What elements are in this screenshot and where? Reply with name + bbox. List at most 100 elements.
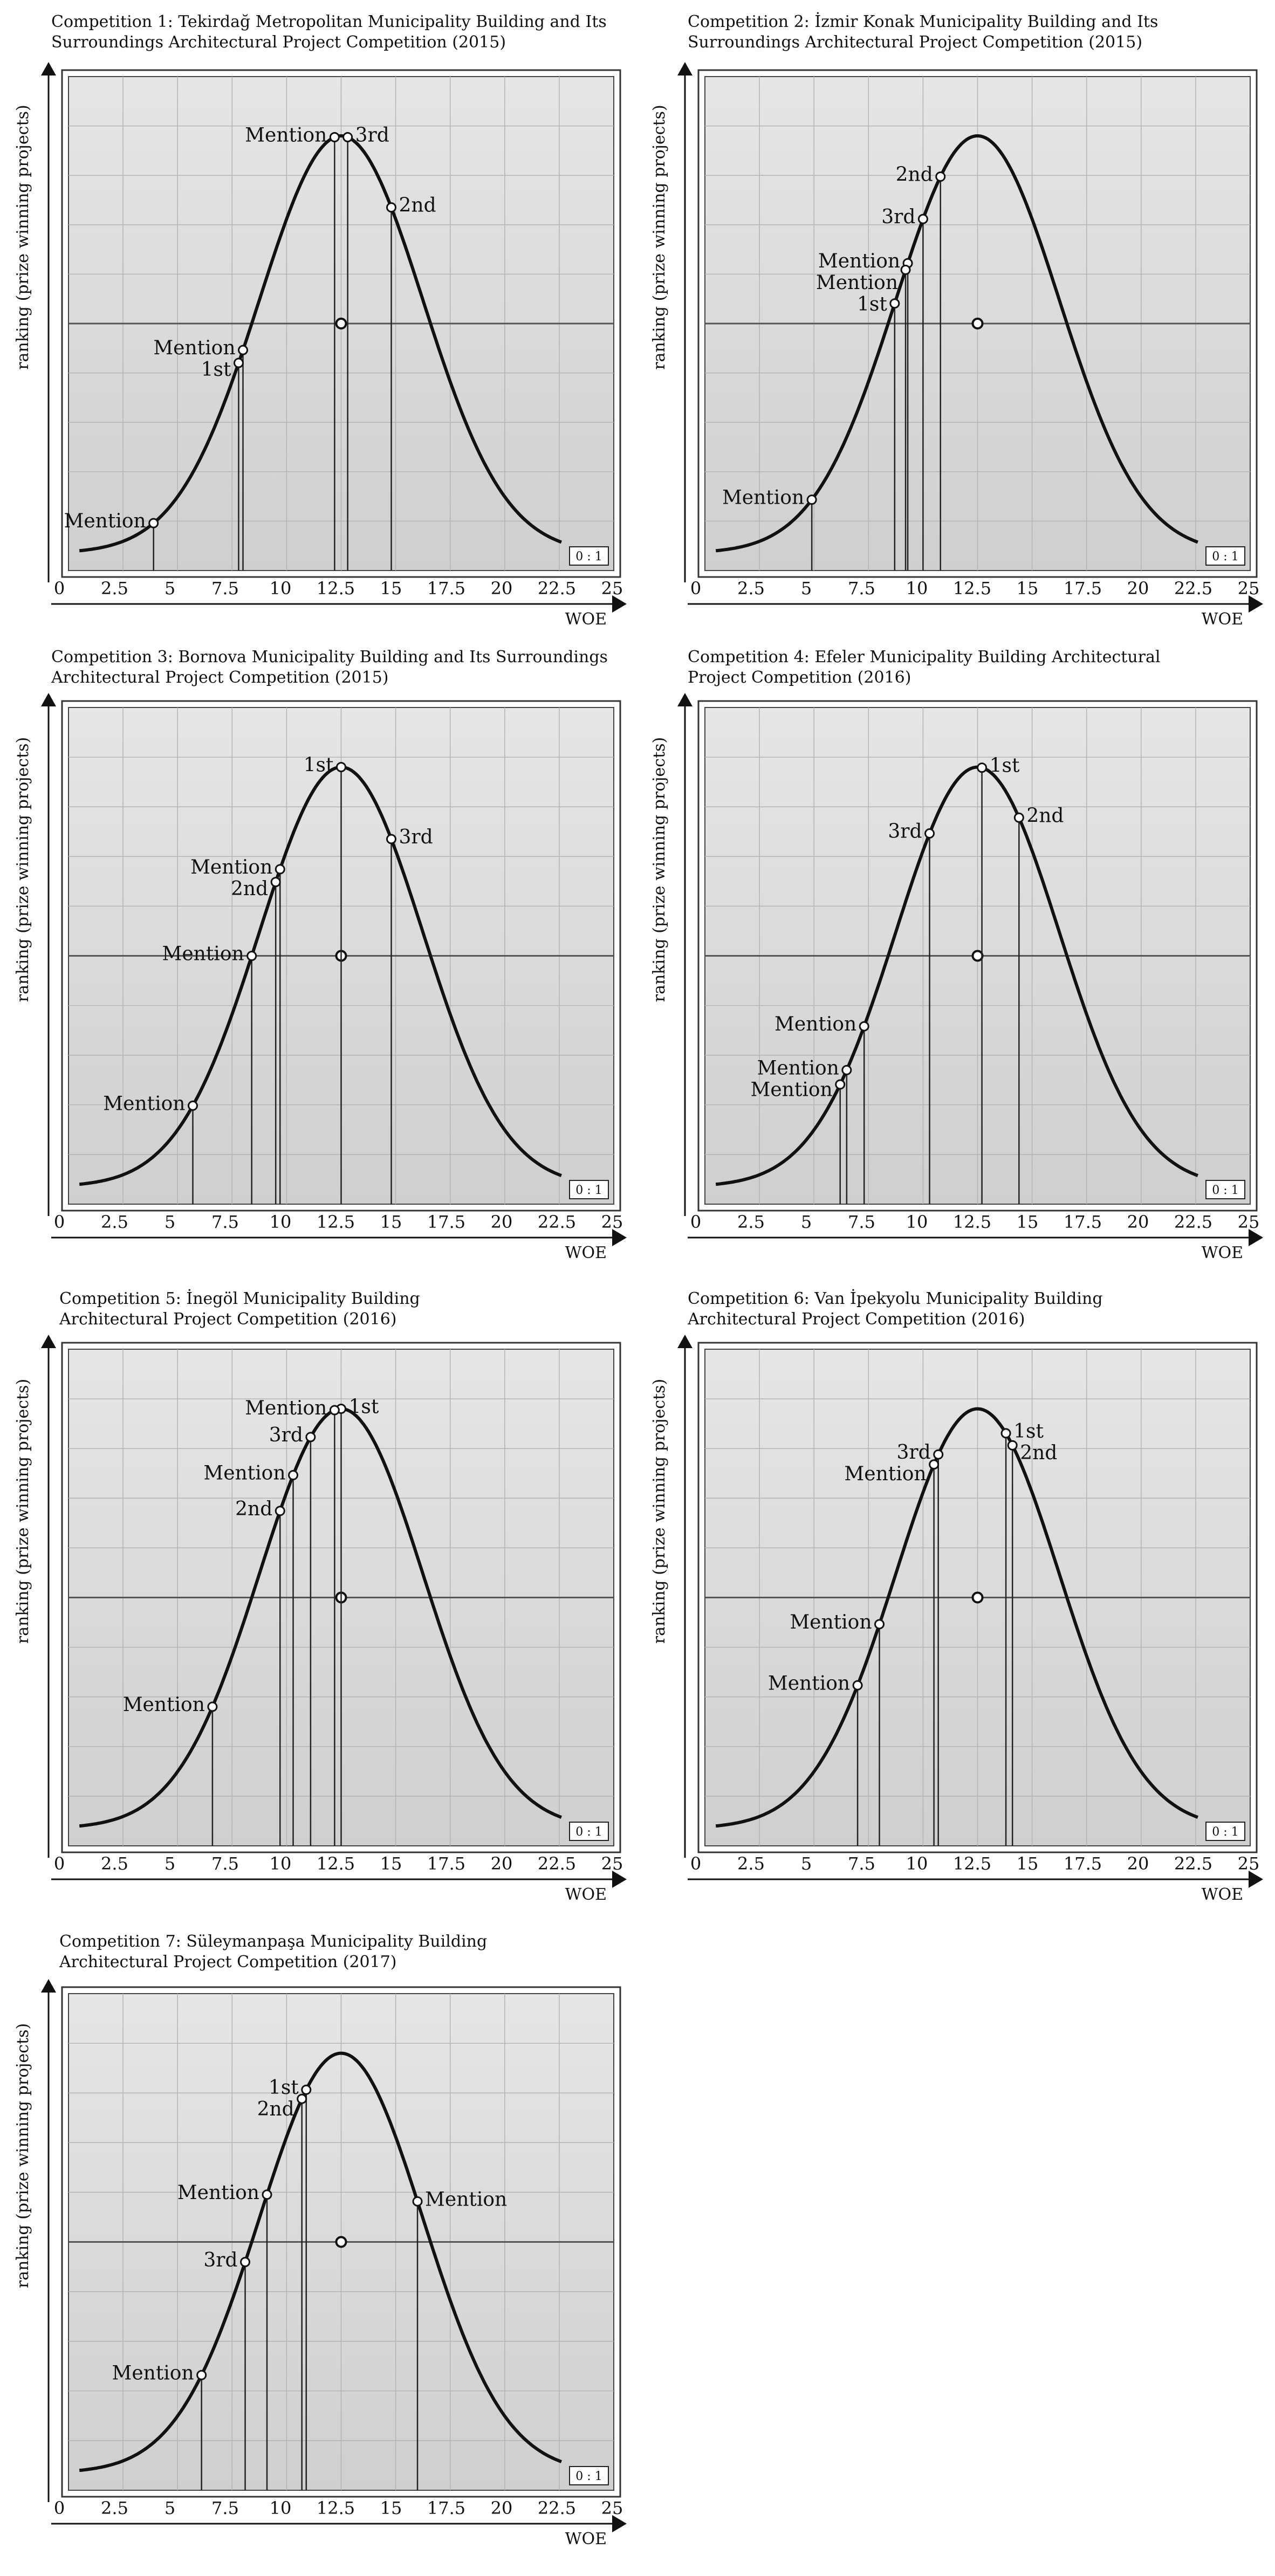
x-tick-label: 20 [1127, 578, 1149, 599]
normal-curve [715, 134, 1198, 553]
ratio-badge [1205, 546, 1245, 566]
x-tick-label: 25 [601, 1212, 623, 1232]
x-tick-label: 15 [1017, 1212, 1039, 1232]
x-tick-label: 0 [54, 578, 65, 599]
competition-4-panel: Competition 4: Efeler Municipality Build… [636, 642, 1267, 1278]
x-tick-label: 2.5 [101, 578, 128, 599]
data-point-marker [329, 132, 340, 142]
point-label: 2nd [896, 164, 933, 186]
point-label: 3rd [399, 826, 433, 848]
x-tick-label: 2.5 [737, 1212, 765, 1232]
point-label: 2nd [235, 1498, 272, 1520]
chart-title-line-1: Competition 6: Van İpekyolu Municipality… [688, 1289, 1103, 1308]
data-point-marker [329, 1405, 340, 1416]
x-tick-label: 10 [906, 578, 928, 599]
data-point-marker [275, 864, 285, 875]
point-label: Mention [774, 1013, 856, 1035]
data-point-marker [305, 1432, 316, 1442]
data-point-marker [806, 494, 817, 505]
competition-1-panel: Competition 1: Tekirdağ Metropolitan Mun… [0, 0, 631, 636]
data-point-marker [148, 518, 159, 528]
chart-title-line-1: Competition 5: İnegöl Municipality Build… [59, 1289, 420, 1308]
point-label: Mention [790, 1611, 872, 1633]
y-axis-label: ranking (prize winning projects) [650, 737, 669, 1002]
x-tick-label: 2.5 [101, 1212, 128, 1232]
x-tick-label: 17.5 [427, 1212, 465, 1232]
competition-7-panel: Competition 7: Süleymanpaşa Municipality… [0, 1925, 631, 2572]
x-tick-label: 7.5 [848, 1853, 875, 1874]
chart-title: Competition 6: Van İpekyolu Municipality… [688, 1289, 1275, 1330]
x-axis-label: WOE [1202, 610, 1243, 629]
x-tick-label: 5 [164, 2498, 175, 2518]
y-axis-label: ranking (prize winning projects) [13, 737, 32, 1002]
x-tick-label: 7.5 [211, 2498, 239, 2518]
x-tick-label: 17.5 [1064, 578, 1102, 599]
chart-title-line-2: Surroundings Architectural Project Compe… [51, 33, 506, 52]
point-label: Mention [190, 856, 272, 878]
x-tick-label: 25 [601, 578, 623, 599]
chart-title-line-2: Architectural Project Competition (2015) [51, 668, 389, 687]
x-tick-label: 25 [1238, 578, 1260, 599]
point-label: 1st [990, 755, 1020, 777]
point-label: 1st [349, 1396, 379, 1418]
x-tick-label: 0 [54, 2498, 65, 2518]
point-label: 2nd [257, 2098, 294, 2120]
data-point-marker [1000, 1428, 1011, 1439]
x-tick-label: 7.5 [848, 578, 875, 599]
x-tick-label: 22.5 [538, 1212, 576, 1232]
chart-title-line-1: Competition 2: İzmir Konak Municipality … [688, 12, 1159, 31]
ratio-badge-label: 0 : 1 [575, 550, 602, 564]
y-axis-label: ranking (prize winning projects) [650, 1379, 669, 1644]
centre-marker [971, 1591, 984, 1604]
ratio-badge [569, 546, 609, 566]
chart-title: Competition 4: Efeler Municipality Build… [688, 647, 1275, 688]
chart-title-line-1: Competition 3: Bornova Municipality Buil… [51, 648, 608, 667]
x-tick-label: 15 [1017, 1853, 1039, 1874]
centre-marker [971, 950, 984, 962]
ratio-badge-label: 0 : 1 [1212, 550, 1238, 564]
y-axis-label: ranking (prize winning projects) [650, 105, 669, 370]
data-point-marker [288, 1470, 299, 1481]
ratio-badge [569, 1180, 609, 1199]
chart-title: Competition 7: Süleymanpaşa Municipality… [59, 1932, 653, 1973]
data-point-marker [1007, 1440, 1018, 1451]
x-tick-label: 12.5 [317, 1212, 355, 1232]
x-tick-label: 10 [270, 578, 292, 599]
x-tick-label: 7.5 [211, 578, 239, 599]
data-point-marker [301, 2084, 312, 2095]
normal-curve [79, 2051, 562, 2472]
point-label: Mention [103, 1093, 185, 1115]
normal-curve [79, 765, 562, 1186]
y-axis-arrow-icon [677, 1335, 693, 1348]
point-label: 1st [304, 754, 334, 777]
data-point-marker [386, 202, 397, 213]
point-label: 3rd [897, 1441, 931, 1464]
x-tick-label: 12.5 [953, 1212, 991, 1232]
x-tick-label: 10 [270, 1853, 292, 1874]
x-tick-label: 25 [1238, 1853, 1260, 1874]
x-tick-label: 15 [380, 578, 402, 599]
data-point-marker [188, 1100, 198, 1111]
point-label: Mention [751, 1079, 833, 1101]
data-point-marker [852, 1680, 863, 1691]
x-tick-label: 10 [906, 1212, 928, 1232]
point-label: 1st [857, 293, 887, 315]
chart-title-line-2: Architectural Project Competition (2016) [688, 1310, 1025, 1329]
normal-curve [79, 134, 562, 553]
point-label: Mention [153, 337, 235, 359]
competition-5-chart: 1st Mention 3rd Mention 2nd Mention 0 : 1 ranki… [13, 1335, 627, 1904]
x-tick-label: 17.5 [1064, 1853, 1102, 1874]
y-axis-arrow-icon [677, 62, 693, 75]
data-point-marker [1013, 812, 1024, 823]
ratio-badge-label: 0 : 1 [1212, 1825, 1238, 1839]
x-tick-label: 20 [491, 1853, 513, 1874]
centre-marker [971, 318, 984, 329]
point-label: Mention [162, 943, 244, 965]
y-axis-arrow-icon [41, 693, 56, 706]
x-tick-label: 2.5 [737, 578, 765, 599]
x-tick-label: 2.5 [101, 1853, 128, 1874]
x-tick-label: 15 [1017, 578, 1039, 599]
